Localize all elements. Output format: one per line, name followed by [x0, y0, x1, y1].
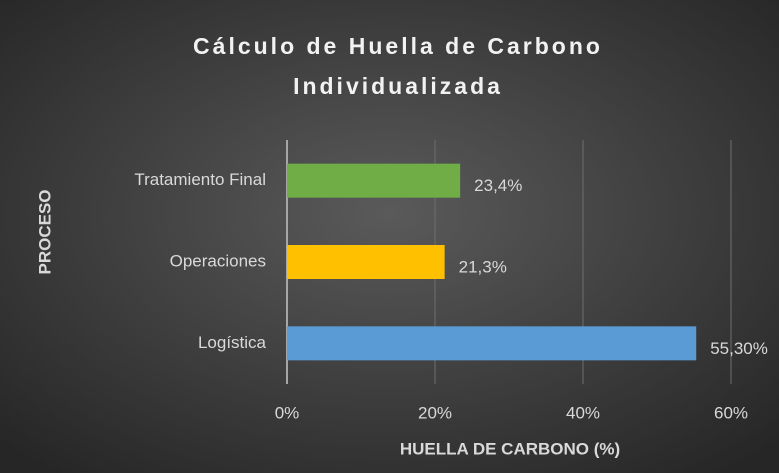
value-label: 55,30%: [710, 339, 768, 358]
y-tick-label: Operaciones: [170, 251, 266, 270]
value-label: 23,4%: [474, 176, 522, 195]
chart-title: Cálculo de Huella de Carbono: [193, 33, 603, 59]
bar: [287, 163, 461, 198]
value-label: 21,3%: [459, 257, 507, 276]
x-tick-label: 0%: [275, 403, 300, 422]
y-axis-title: PROCESO: [35, 189, 54, 274]
x-tick-label: 20%: [418, 403, 452, 422]
bar: [287, 245, 445, 279]
chart-title: Individualizada: [293, 73, 503, 99]
x-tick-label: 40%: [566, 403, 600, 422]
x-axis-title: HUELLA DE CARBONO (%): [400, 439, 620, 458]
y-tick-label: Tratamiento Final: [134, 170, 266, 189]
x-tick-label: 60%: [714, 403, 748, 422]
y-tick-label: Logística: [198, 333, 267, 352]
bar: [287, 326, 697, 361]
